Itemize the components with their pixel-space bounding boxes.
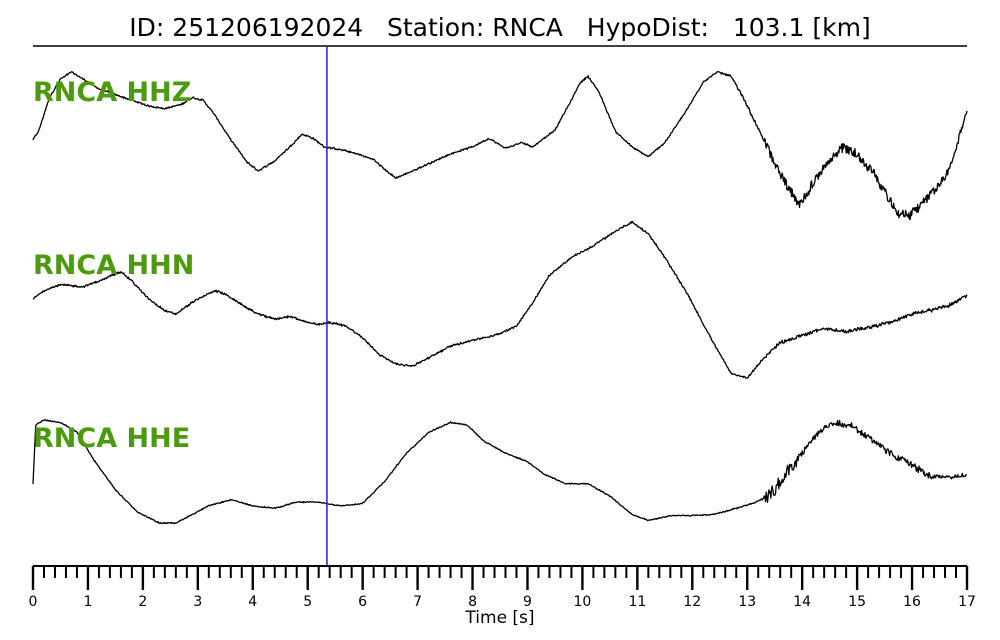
tick-label: 1 [83,594,92,610]
tick-label: 3 [193,594,202,610]
tick-label: 10 [573,594,591,610]
x-axis-label: Time [s] [464,608,534,628]
tick-label: 5 [303,594,312,610]
trace-label-2: RNCA HHN [33,250,194,281]
tick-label: 15 [848,594,866,610]
id-value: 251206192024 [172,13,363,42]
id-label: ID: [129,13,164,42]
figure-title: ID: 251206192024 Station: RNCA HypoDist:… [129,13,870,42]
tick-label: 13 [738,594,756,610]
trace-label-group: RNCA HHZ RNCA HHN RNCA HHE [33,77,194,454]
dist-unit: [km] [812,13,870,42]
trace-label-3: RNCA HHE [33,423,190,454]
time-axis: 0 1 2 3 4 5 6 7 8 9 10 11 12 13 14 15 16 17 Time [s] [29,565,976,628]
station-label: Station: [387,13,484,42]
dist-value: 103.1 [733,13,805,42]
waveform-trace-2 [32,220,968,379]
tick-label: 8 [468,594,477,610]
tick-label: 9 [523,594,532,610]
tick-label: 4 [248,594,257,610]
tick-label: 7 [413,594,422,610]
tick-label: 6 [358,594,367,610]
tick-label: 12 [683,594,701,610]
time-axis-tick-labels: 0 1 2 3 4 5 6 7 8 9 10 11 12 13 14 15 16 17 [29,594,976,610]
dist-label: HypoDist: [587,13,709,42]
tick-label: 11 [628,594,646,610]
trace-group [32,70,968,525]
time-axis-ticks [31,566,969,590]
tick-label: 14 [793,594,811,610]
tick-label: 2 [138,594,147,610]
trace-label-1: RNCA HHZ [33,77,191,108]
tick-label: 17 [958,594,976,610]
waveform-trace-1 [32,70,968,221]
station-value: RNCA [492,13,563,42]
tick-label: 0 [29,594,38,610]
tick-label: 16 [903,594,921,610]
waveform-trace-3 [32,419,968,525]
